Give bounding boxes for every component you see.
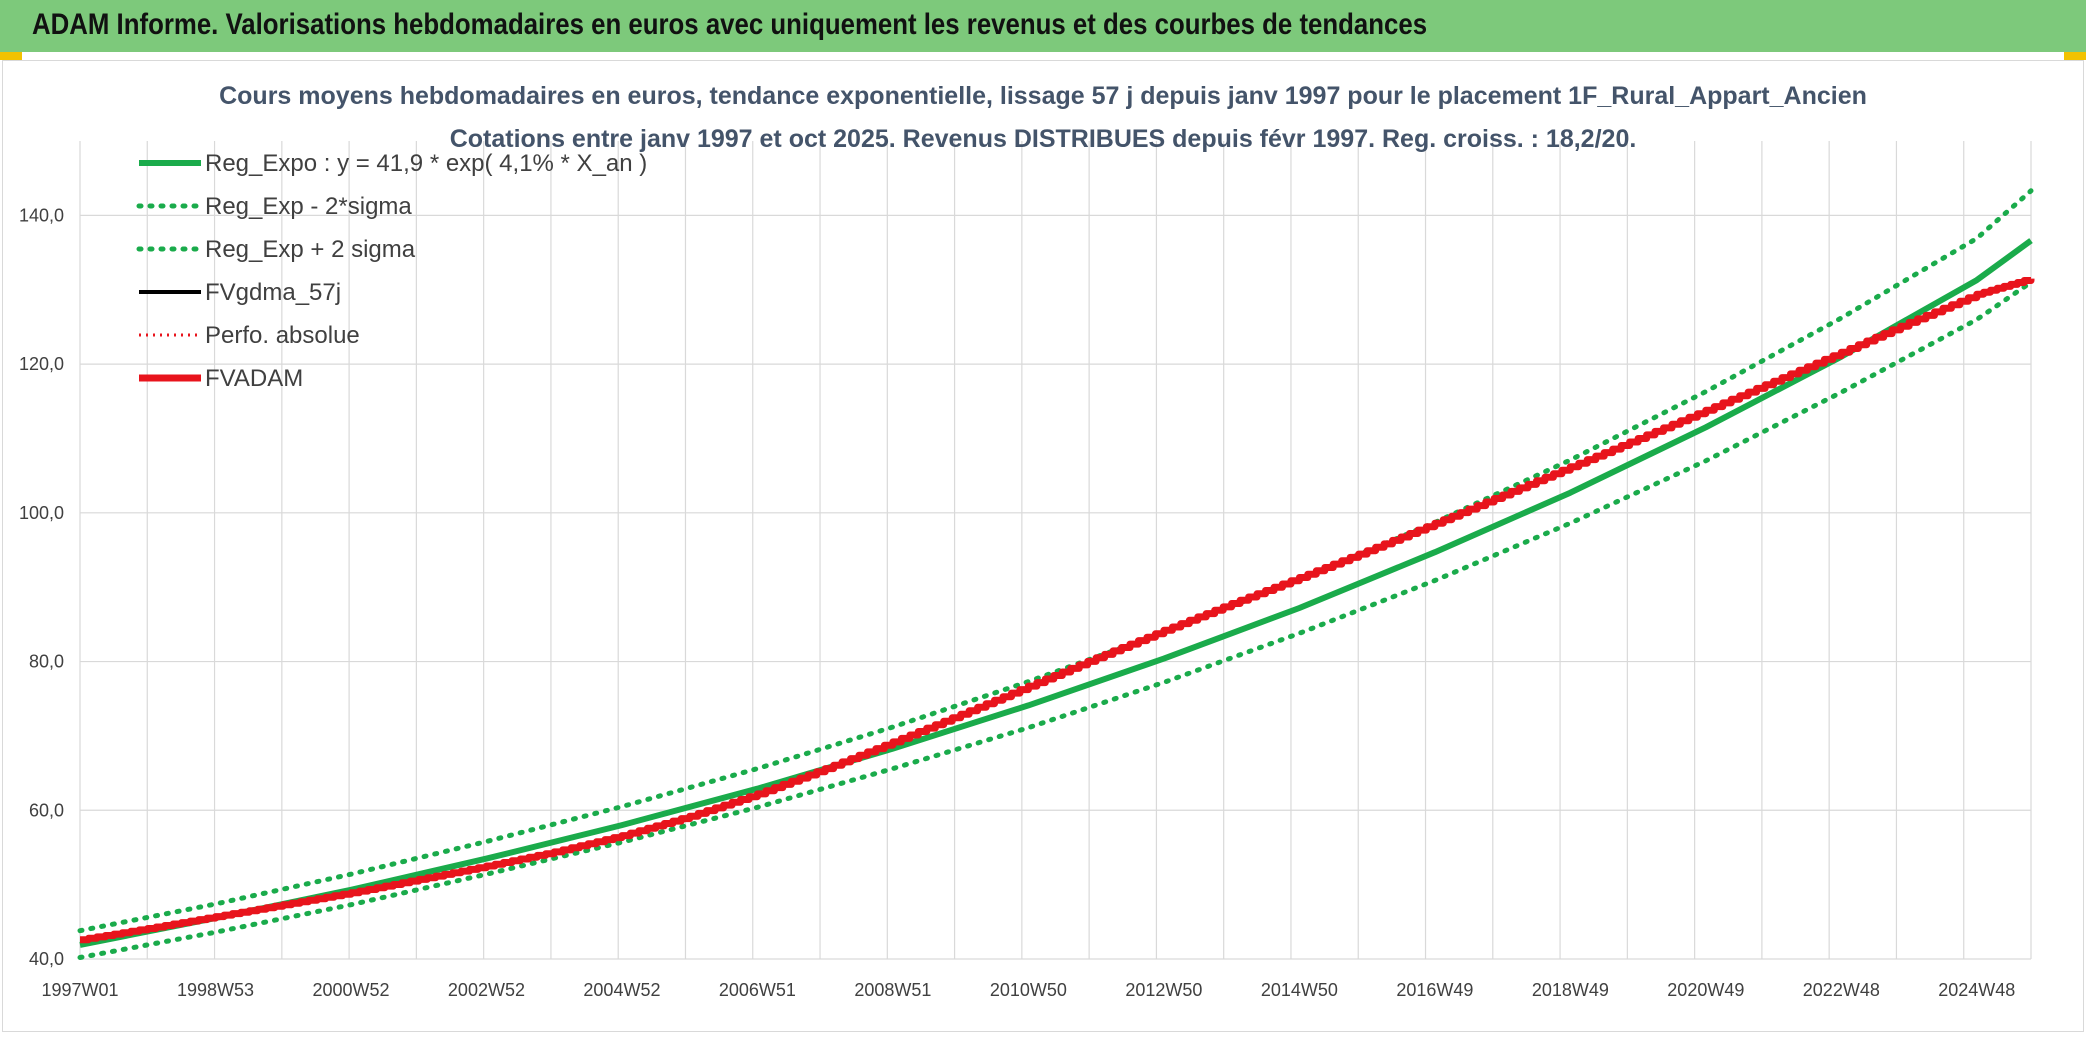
x-tick-label: 2016W49 xyxy=(1396,980,1473,1000)
x-tick-label: 2024W48 xyxy=(1938,980,2015,1000)
title-banner: ADAM Informe. Valorisations hebdomadaire… xyxy=(0,0,2086,52)
corner-accent-left xyxy=(0,52,22,60)
x-tick-label: 2010W50 xyxy=(990,980,1067,1000)
x-axis: 1997W01 1998W53 2000W52 2002W52 2004W52 2006W… xyxy=(41,980,2015,1000)
x-tick-label: 2002W52 xyxy=(448,980,525,1000)
x-tick-label: 1998W53 xyxy=(177,980,254,1000)
y-tick-label: 120,0 xyxy=(19,354,64,374)
x-tick-label: 2006W51 xyxy=(719,980,796,1000)
legend-label: FVgdma_57j xyxy=(205,279,341,306)
chart-panel: Cours moyens hebdomadaires en euros, ten… xyxy=(2,60,2084,1032)
series xyxy=(77,188,2035,960)
x-tick-label: 2012W50 xyxy=(1125,980,1202,1000)
y-tick-label: 40,0 xyxy=(29,949,64,969)
legend: Reg_Expo : y = 41,9 * exp( 4,1% * X_an )… xyxy=(136,150,647,392)
x-tick-label: 2020W49 xyxy=(1667,980,1744,1000)
x-tick-label: 1997W01 xyxy=(41,980,118,1000)
series-line-reg-plus-2sigma xyxy=(77,188,2034,934)
x-tick-label: 2000W52 xyxy=(312,980,389,1000)
y-axis: 40,0 60,0 80,0 100,0 120,0 140,0 xyxy=(19,205,64,969)
series-line-fvadam xyxy=(80,277,2035,944)
series-line-reg-expo xyxy=(79,238,2033,948)
legend-label: Reg_Exp - 2*sigma xyxy=(205,193,412,220)
chart-subtitle: Cotations entre janv 1997 et oct 2025. R… xyxy=(450,125,1637,153)
line-chart: Cours moyens hebdomadaires en euros, ten… xyxy=(19,82,2035,1000)
y-tick-label: 100,0 xyxy=(19,503,64,523)
x-tick-label: 2014W50 xyxy=(1261,980,1338,1000)
x-tick-label: 2022W48 xyxy=(1803,980,1880,1000)
x-tick-label: 2004W52 xyxy=(583,980,660,1000)
x-tick-label: 2018W49 xyxy=(1532,980,1609,1000)
legend-label: FVADAM xyxy=(205,365,303,392)
legend-label: Reg_Expo : y = 41,9 * exp( 4,1% * X_an ) xyxy=(205,150,647,177)
grid xyxy=(79,141,2032,960)
legend-label: Reg_Exp + 2 sigma xyxy=(205,236,416,263)
y-tick-label: 140,0 xyxy=(19,205,64,225)
chart-title: Cours moyens hebdomadaires en euros, ten… xyxy=(219,82,1867,110)
y-tick-label: 60,0 xyxy=(29,800,64,820)
legend-label: Perfo. absolue xyxy=(205,322,360,349)
corner-accent-right xyxy=(2064,52,2086,60)
y-tick-label: 80,0 xyxy=(29,652,64,672)
x-tick-label: 2008W51 xyxy=(854,980,931,1000)
series-line-reg-minus-2sigma xyxy=(77,279,2034,960)
page-title: ADAM Informe. Valorisations hebdomadaire… xyxy=(32,8,1428,41)
